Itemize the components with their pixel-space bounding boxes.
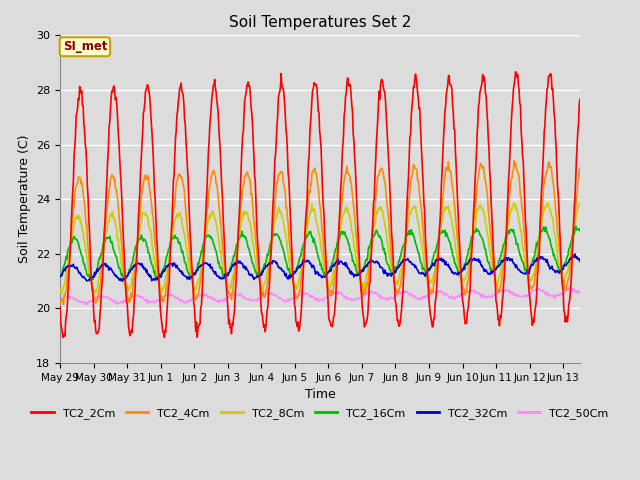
Legend: TC2_2Cm, TC2_4Cm, TC2_8Cm, TC2_16Cm, TC2_32Cm, TC2_50Cm: TC2_2Cm, TC2_4Cm, TC2_8Cm, TC2_16Cm, TC2… <box>27 403 613 423</box>
Text: SI_met: SI_met <box>63 40 107 53</box>
Y-axis label: Soil Temperature (C): Soil Temperature (C) <box>17 135 31 264</box>
X-axis label: Time: Time <box>305 388 335 401</box>
Title: Soil Temperatures Set 2: Soil Temperatures Set 2 <box>229 15 411 30</box>
